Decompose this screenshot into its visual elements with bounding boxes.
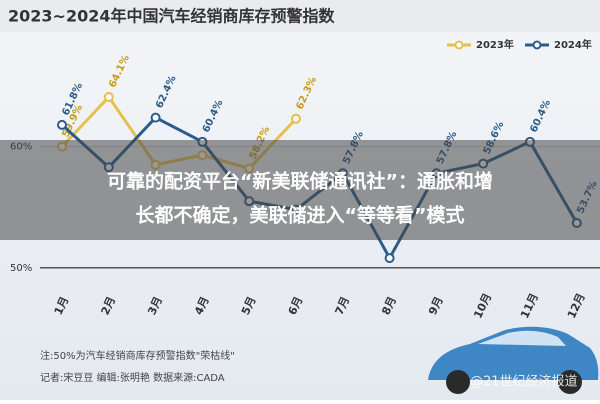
data-point [57,119,67,130]
note: 记者:宋豆豆 编辑:张明艳 数据来源:CADA [40,371,225,384]
y-tick-label: 50% [10,263,32,274]
overlay-text: 长都不确定，美联储进入“等等看”模式 [136,204,465,227]
data-point [384,253,395,264]
legend-label: 2024年 [554,38,592,51]
data-point [150,112,161,123]
legend-label: 2023年 [476,38,514,51]
car-illustration [428,326,599,394]
data-point [291,113,301,124]
legend-swatch [454,40,464,50]
overlay-text: 可靠的配资平台“新美联储通讯社”：通胀和增 [107,170,493,193]
watermark: @21世纪经济报道 [470,375,578,390]
overlay-band [0,140,600,240]
legend-swatch [532,40,542,50]
data-point [103,92,114,103]
chart-title: 2023~2024年中国汽车经销商库存预警指数 [8,7,335,26]
note: 注:50%为汽车经销商库存预警指数"荣枯线" [40,349,235,362]
title-bar [0,0,600,32]
